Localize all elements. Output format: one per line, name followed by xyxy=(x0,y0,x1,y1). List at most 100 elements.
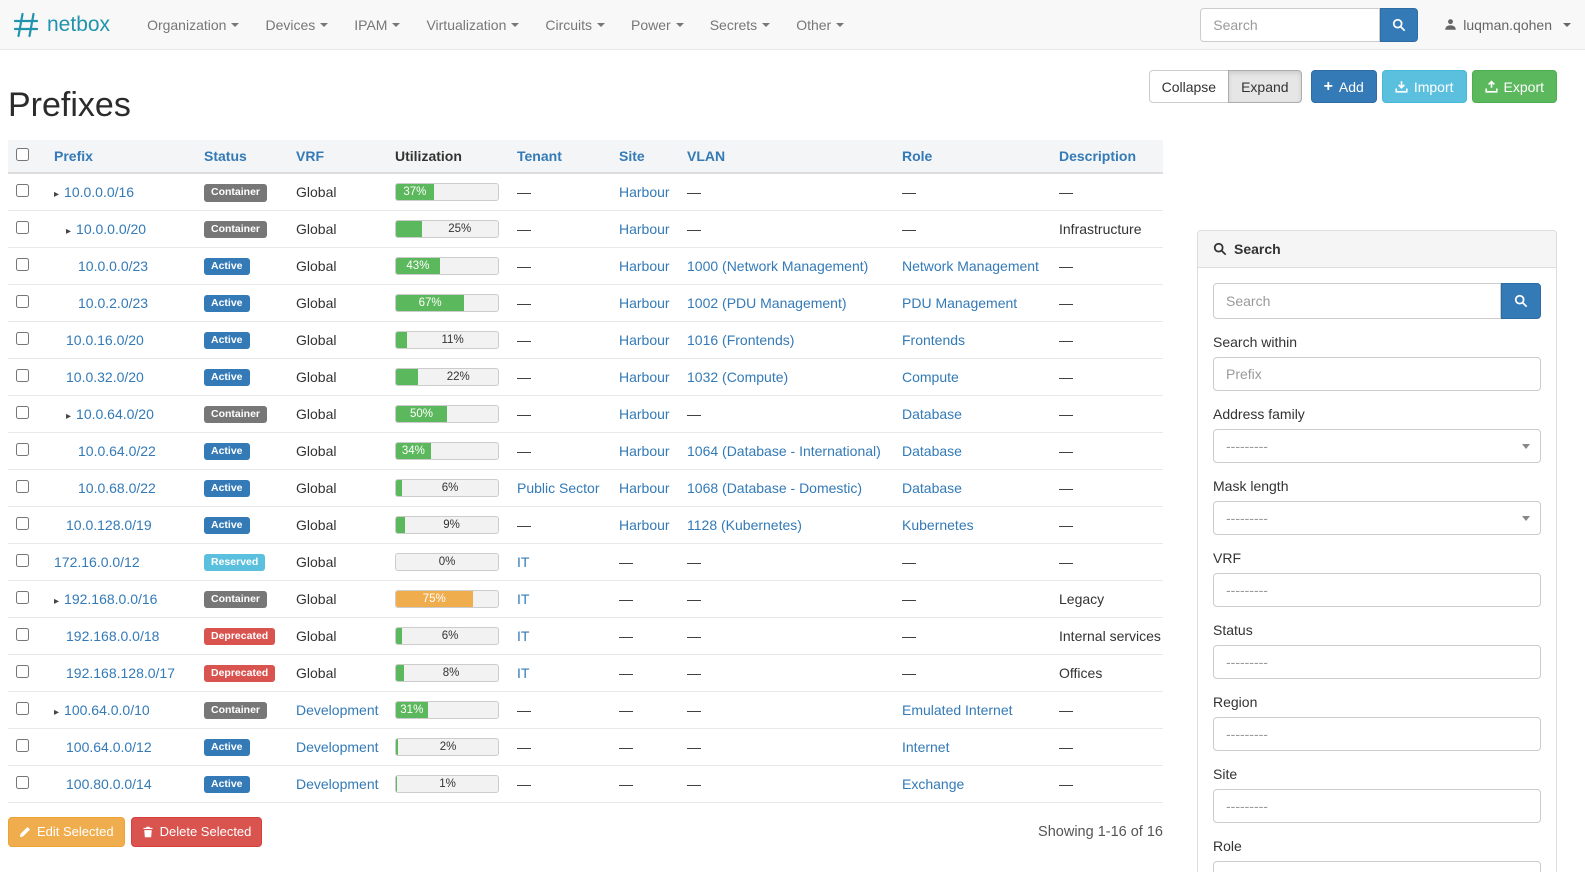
prefix-link[interactable]: 10.0.68.0/22 xyxy=(78,479,156,496)
prefix-link[interactable]: 10.0.32.0/20 xyxy=(66,368,144,385)
column-header-role[interactable]: Role xyxy=(894,140,1051,174)
netbox-brand[interactable]: netbox xyxy=(12,11,110,39)
filter-status-input[interactable] xyxy=(1213,645,1541,679)
prefix-link[interactable]: 10.0.0.0/16 xyxy=(64,183,135,200)
row-checkbox[interactable] xyxy=(16,257,29,271)
prefix-link[interactable]: 192.168.128.0/17 xyxy=(66,664,175,681)
prefix-link[interactable]: 172.16.0.0/12 xyxy=(54,553,140,570)
row-checkbox[interactable] xyxy=(16,664,29,678)
row-checkbox[interactable] xyxy=(16,627,29,641)
vrf-link[interactable]: Development xyxy=(296,775,379,792)
column-header-prefix[interactable]: Prefix xyxy=(46,140,196,174)
import-button[interactable]: Import xyxy=(1381,70,1467,103)
site-link[interactable]: Harbour xyxy=(619,368,670,385)
global-search-input[interactable] xyxy=(1200,7,1381,42)
column-header-site[interactable]: Site xyxy=(611,140,679,174)
expand-toggle-icon[interactable]: ▸ xyxy=(66,410,72,422)
delete-selected-button[interactable]: Delete Selected xyxy=(130,816,263,847)
export-button[interactable]: Export xyxy=(1471,70,1557,103)
collapse-button[interactable]: Collapse xyxy=(1148,70,1230,103)
tenant-link[interactable]: IT xyxy=(517,590,530,607)
filter-mask-length-input[interactable] xyxy=(1213,501,1541,535)
role-link[interactable]: Frontends xyxy=(902,331,966,348)
role-link[interactable]: Exchange xyxy=(902,775,965,792)
prefix-link[interactable]: 10.0.2.0/23 xyxy=(78,294,149,311)
site-link[interactable]: Harbour xyxy=(619,331,670,348)
nav-item-other[interactable]: Other xyxy=(783,0,857,50)
filter-search-button[interactable] xyxy=(1501,283,1541,319)
prefix-link[interactable]: 100.64.0.0/10 xyxy=(64,701,150,718)
vlan-link[interactable]: 1128 (Kubernetes) xyxy=(687,516,802,533)
expand-toggle-icon[interactable]: ▸ xyxy=(54,188,60,200)
vrf-link[interactable]: Development xyxy=(296,738,379,755)
expand-toggle-icon[interactable]: ▸ xyxy=(54,706,60,718)
prefix-link[interactable]: 10.0.0.0/23 xyxy=(78,257,149,274)
nav-item-circuits[interactable]: Circuits xyxy=(532,0,618,50)
filter-vrf-input[interactable] xyxy=(1213,573,1541,607)
column-header-vrf[interactable]: VRF xyxy=(288,140,387,174)
role-link[interactable]: Database xyxy=(902,442,962,459)
prefix-link[interactable]: 10.0.64.0/22 xyxy=(78,442,156,459)
row-checkbox[interactable] xyxy=(16,183,29,197)
column-header-description[interactable]: Description xyxy=(1051,140,1163,174)
add-button[interactable]: + Add xyxy=(1310,70,1377,103)
vrf-link[interactable]: Development xyxy=(296,701,379,718)
expand-button[interactable]: Expand xyxy=(1228,70,1302,103)
site-link[interactable]: Harbour xyxy=(619,220,670,237)
row-checkbox[interactable] xyxy=(16,553,29,567)
site-link[interactable]: Harbour xyxy=(619,479,670,496)
nav-item-power[interactable]: Power xyxy=(618,0,697,50)
role-link[interactable]: Compute xyxy=(902,368,959,385)
row-checkbox[interactable] xyxy=(16,220,29,234)
global-search-button[interactable] xyxy=(1380,7,1419,42)
role-link[interactable]: Internet xyxy=(902,738,950,755)
filter-search-input[interactable] xyxy=(1213,283,1501,319)
role-link[interactable]: PDU Management xyxy=(902,294,1018,311)
prefix-link[interactable]: 192.168.0.0/18 xyxy=(66,627,160,644)
site-link[interactable]: Harbour xyxy=(619,405,670,422)
role-link[interactable]: Network Management xyxy=(902,257,1039,274)
column-header-vlan[interactable]: VLAN xyxy=(679,140,894,174)
prefix-link[interactable]: 10.0.0.0/20 xyxy=(76,220,147,237)
role-link[interactable]: Emulated Internet xyxy=(902,701,1013,718)
nav-item-virtualization[interactable]: Virtualization xyxy=(413,0,532,50)
tenant-link[interactable]: IT xyxy=(517,664,530,681)
filter-region-input[interactable] xyxy=(1213,717,1541,751)
row-checkbox[interactable] xyxy=(16,331,29,345)
prefix-link[interactable]: 10.0.128.0/19 xyxy=(66,516,152,533)
prefix-link[interactable]: 10.0.16.0/20 xyxy=(66,331,144,348)
prefix-link[interactable]: 100.64.0.0/12 xyxy=(66,738,152,755)
filter-search-within-input[interactable] xyxy=(1213,357,1541,391)
row-checkbox[interactable] xyxy=(16,405,29,419)
expand-toggle-icon[interactable]: ▸ xyxy=(54,595,60,607)
site-link[interactable]: Harbour xyxy=(619,516,670,533)
select-all-checkbox[interactable] xyxy=(16,148,29,161)
vlan-link[interactable]: 1068 (Database - Domestic) xyxy=(687,479,863,496)
edit-selected-button[interactable]: Edit Selected xyxy=(8,816,125,847)
tenant-link[interactable]: Public Sector xyxy=(517,479,600,496)
prefix-link[interactable]: 192.168.0.0/16 xyxy=(64,590,158,607)
row-checkbox[interactable] xyxy=(16,701,29,715)
row-checkbox[interactable] xyxy=(16,442,29,456)
site-link[interactable]: Harbour xyxy=(619,294,670,311)
filter-address-family-input[interactable] xyxy=(1213,429,1541,463)
role-link[interactable]: Database xyxy=(902,479,962,496)
tenant-link[interactable]: IT xyxy=(517,627,530,644)
user-menu[interactable]: luqman.qohen xyxy=(1444,17,1571,33)
nav-item-ipam[interactable]: IPAM xyxy=(341,0,413,50)
vlan-link[interactable]: 1016 (Frontends) xyxy=(687,331,795,348)
prefix-link[interactable]: 100.80.0.0/14 xyxy=(66,775,152,792)
row-checkbox[interactable] xyxy=(16,775,29,789)
row-checkbox[interactable] xyxy=(16,368,29,382)
vlan-link[interactable]: 1000 (Network Management) xyxy=(687,257,869,274)
site-link[interactable]: Harbour xyxy=(619,183,670,200)
tenant-link[interactable]: IT xyxy=(517,553,530,570)
nav-item-devices[interactable]: Devices xyxy=(252,0,341,50)
column-header-status[interactable]: Status xyxy=(196,140,288,174)
row-checkbox[interactable] xyxy=(16,294,29,308)
site-link[interactable]: Harbour xyxy=(619,442,670,459)
expand-toggle-icon[interactable]: ▸ xyxy=(66,225,72,237)
row-checkbox[interactable] xyxy=(16,590,29,604)
filter-role-input[interactable] xyxy=(1213,861,1541,872)
prefix-link[interactable]: 10.0.64.0/20 xyxy=(76,405,154,422)
